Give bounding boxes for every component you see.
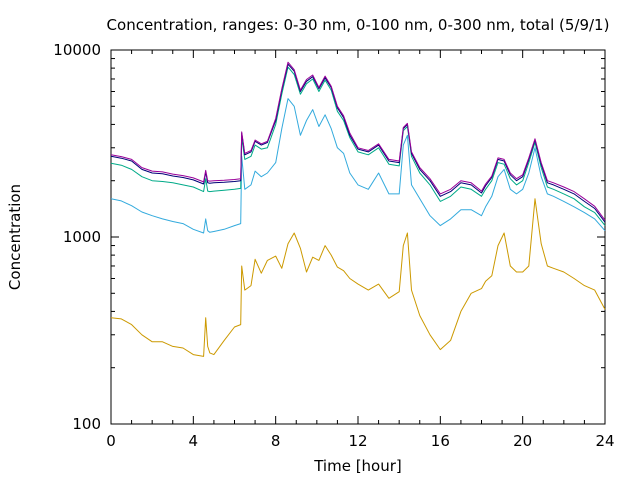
series-line-4 [110,63,606,223]
y-tick-label: 10000 [53,41,101,59]
series-line-5 [110,61,606,221]
y-tick-label: 100 [72,415,101,433]
chart-title: Concentration, ranges: 0-30 nm, 0-100 nm… [107,16,610,34]
y-axis-label: Concentration [6,184,24,290]
x-tick-label: 16 [431,432,450,450]
plot-frame [110,49,606,425]
x-tick-label: 12 [348,432,367,450]
x-tick-label: 4 [189,432,199,450]
series-group [110,61,606,357]
axis-ticks: 0 4 8 12 16 20 24 100 1000 10000 [53,41,614,450]
x-tick-label: 0 [106,432,116,450]
series-line-2 [110,98,606,234]
x-tick-label: 8 [271,432,281,450]
x-axis-label: Time [hour] [313,457,402,475]
series-line-1 [110,198,606,357]
x-tick-label: 20 [513,432,532,450]
x-tick-label: 24 [595,432,614,450]
series-line-3 [110,66,606,226]
y-tick-label: 1000 [63,228,101,246]
